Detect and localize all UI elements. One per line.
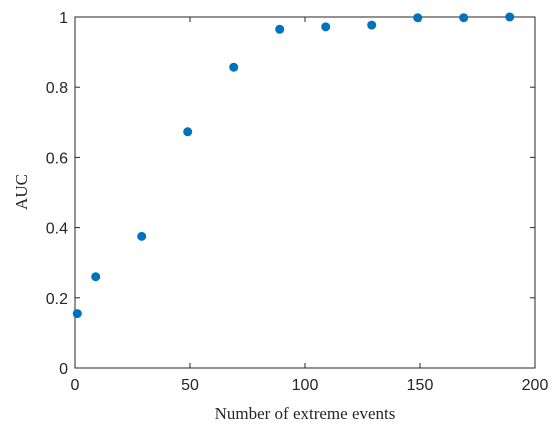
data-point: [183, 127, 193, 137]
data-point: [413, 13, 423, 23]
x-tick-label: 150: [407, 377, 434, 394]
data-point: [137, 231, 147, 241]
data-point: [459, 13, 469, 23]
y-axis-label: AUC: [12, 174, 31, 210]
data-point: [229, 62, 239, 72]
y-axis-ticks: 0 0.2 0.4 0.6 0.8 1: [46, 10, 535, 378]
data-point: [321, 22, 331, 32]
data-point: [72, 309, 82, 319]
data-point: [505, 12, 515, 22]
y-tick-label: 0.4: [46, 221, 68, 238]
y-tick-label: 0.8: [46, 80, 68, 97]
y-tick-label: 0.6: [46, 150, 68, 167]
x-tick-label: 200: [522, 377, 549, 394]
plot-box: [74, 16, 536, 369]
data-points: [72, 12, 515, 319]
plot-area: [74, 16, 536, 369]
y-tick-label: 0.2: [46, 291, 68, 308]
data-point: [275, 24, 285, 34]
data-point: [367, 20, 377, 30]
x-tick-label: 0: [71, 377, 80, 394]
x-tick-label: 50: [181, 377, 199, 394]
y-tick-label: 0: [59, 361, 68, 378]
y-tick-label: 1: [59, 10, 68, 27]
x-tick-label: 100: [292, 377, 319, 394]
x-axis-label: Number of extreme events: [215, 404, 396, 423]
data-point: [91, 272, 101, 282]
x-axis-ticks: 0 50 100 150 200: [71, 17, 549, 394]
